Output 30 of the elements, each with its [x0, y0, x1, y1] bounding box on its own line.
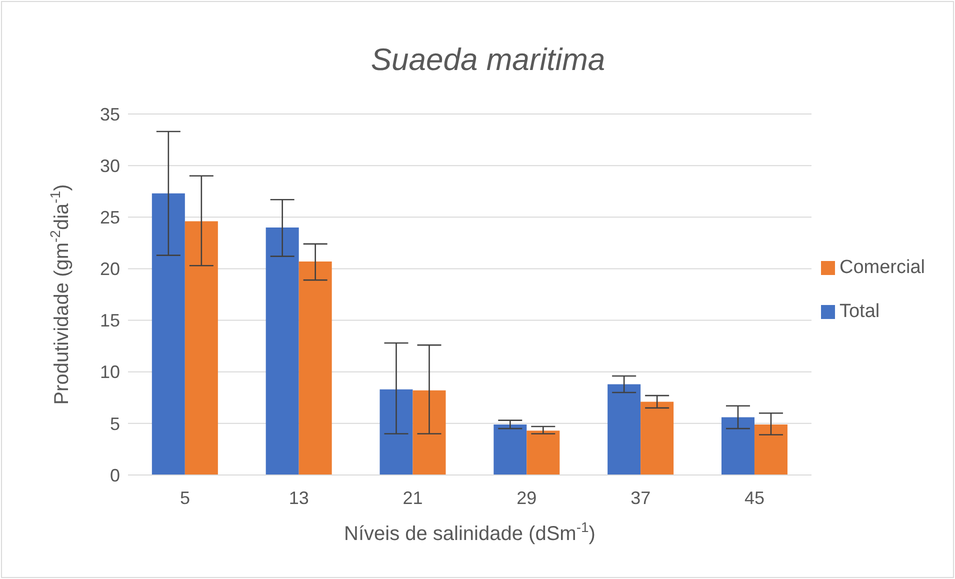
- y-tick-label: 25: [100, 208, 120, 228]
- bar: [526, 430, 560, 475]
- chart-title: Suaeda maritima: [370, 42, 606, 77]
- bar: [721, 417, 754, 475]
- y-tick-label: 5: [110, 414, 120, 434]
- bar: [380, 389, 413, 475]
- x-tick-label: 45: [744, 488, 765, 508]
- x-tick-label: 5: [180, 488, 190, 508]
- y-tick-label: 10: [100, 362, 120, 382]
- y-tick-label: 35: [100, 104, 120, 124]
- bar: [640, 402, 674, 475]
- bar: [152, 193, 185, 475]
- x-tick-label: 37: [630, 488, 651, 508]
- legend-label: Comercial: [839, 256, 925, 278]
- bar: [298, 261, 332, 475]
- y-tick-label: 15: [100, 310, 120, 331]
- bar: [266, 227, 299, 475]
- y-tick-label: 20: [100, 259, 120, 280]
- x-tick-label: 21: [402, 488, 423, 508]
- bar: [608, 384, 641, 475]
- y-tick-label: 0: [110, 465, 120, 486]
- x-tick-label: 13: [288, 488, 309, 508]
- x-axis-title: Níveis de salinidade (dSm$^{-1}$): [344, 519, 596, 545]
- bar: [184, 221, 218, 475]
- bar: [494, 424, 527, 475]
- legend-label: Total: [839, 300, 880, 322]
- y-tick-label: 30: [100, 156, 120, 176]
- x-tick-label: 29: [516, 488, 537, 508]
- bar: [754, 424, 788, 475]
- bar: [412, 390, 446, 475]
